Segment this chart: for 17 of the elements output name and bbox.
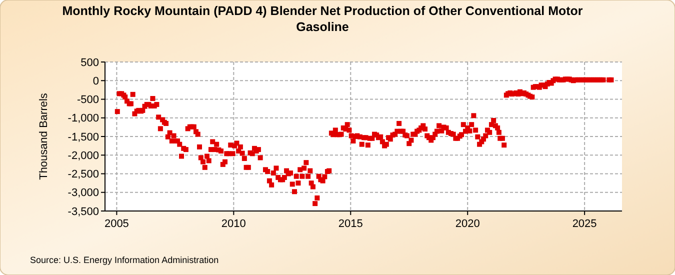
x-tick-label: 2010	[221, 218, 246, 230]
y-tick-label: -2,000	[68, 150, 99, 162]
chart-title: Monthly Rocky Mountain (PADD 4) Blender Net Production of Other Conventional Motor Gasoline	[62, 4, 583, 34]
y-tick-label: 500	[80, 56, 99, 69]
y-tick-label: -1,000	[68, 112, 99, 125]
y-tick-label: -500	[76, 94, 99, 106]
y-axis-title: Thousand Barrels	[38, 92, 50, 180]
y-tick-label: -1,500	[68, 131, 99, 144]
x-tick-label: 2020	[455, 218, 480, 230]
source-note: Source: U.S. Energy Information Administration	[30, 255, 219, 265]
y-tick-label: -2,500	[68, 168, 99, 181]
y-tick-label: 0	[92, 75, 99, 88]
y-tick-label: -3,500	[68, 206, 99, 218]
x-tick-label: 2005	[104, 218, 129, 230]
x-tick-label: 2015	[338, 218, 363, 230]
x-tick-label: 2025	[572, 218, 597, 230]
y-tick-label: -3,000	[68, 187, 99, 200]
